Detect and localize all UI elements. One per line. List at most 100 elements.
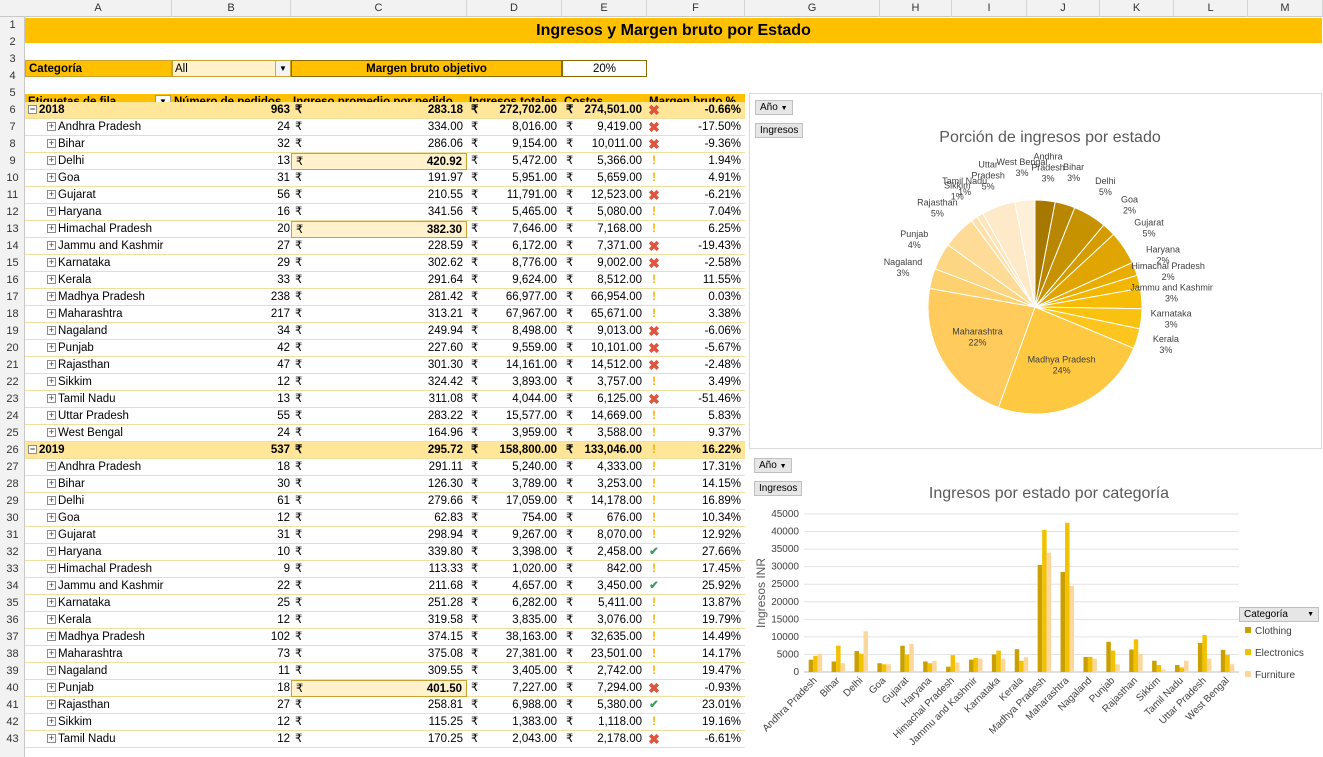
expand-icon[interactable]: + (47, 325, 56, 336)
pivot-row[interactable]: + Haryana 16 ₹341.56 ₹5,465.00 ₹5,080.00! 7.04… (25, 204, 745, 221)
expand-icon[interactable]: + (47, 461, 56, 472)
pivot-row[interactable]: + Maharashtra 217 ₹313.21 ₹67,967.00 ₹65,671.… (25, 306, 745, 323)
row-header-25[interactable]: 25 (6, 427, 19, 439)
expand-icon[interactable]: + (47, 189, 56, 200)
row-header-26[interactable]: 26 (6, 444, 19, 456)
pivot-row[interactable]: + Rajasthan 47 ₹301.30 ₹14,161.00 ₹14,512.00 ✖… (25, 357, 745, 374)
bar[interactable] (923, 661, 928, 672)
row-header-4[interactable]: 4 (9, 70, 16, 82)
bar[interactable] (932, 660, 937, 672)
bar[interactable] (1060, 571, 1066, 672)
expand-icon[interactable]: + (47, 614, 56, 625)
row-header-16[interactable]: 16 (6, 274, 19, 286)
pivot-row[interactable]: + Haryana 10 ₹339.80 ₹3,398.00 ₹2,458.00 ✔ 27.6… (25, 544, 745, 561)
row-label[interactable]: −2019 (28, 442, 170, 459)
column-header-e[interactable]: E (562, 0, 647, 17)
row-label[interactable]: + West Bengal (47, 425, 170, 442)
pivot-row[interactable]: + Bihar 32 ₹286.06 ₹9,154.00 ₹10,011.00 ✖ -9.36… (25, 136, 745, 153)
row-label[interactable]: + Maharashtra (47, 306, 170, 323)
pivot-row[interactable]: + Andhra Pradesh 18 ₹291.11 ₹5,240.00 ₹4,333.… (25, 459, 745, 476)
row-label[interactable]: + Maharashtra (47, 646, 170, 663)
row-label[interactable]: + Bihar (47, 136, 170, 153)
pivot-row[interactable]: + Bihar 30 ₹126.30 ₹3,789.00 ₹3,253.00! 14.15% (25, 476, 745, 493)
row-header-8[interactable]: 8 (9, 138, 16, 150)
row-label[interactable]: + Goa (47, 170, 170, 187)
row-header-11[interactable]: 11 (6, 189, 19, 201)
pivot-row[interactable]: + Tamil Nadu 12 ₹170.25 ₹2,043.00 ₹2,178.00 ✖ -… (25, 731, 745, 748)
row-label[interactable]: + Uttar Pradesh (47, 408, 170, 425)
expand-icon[interactable]: + (47, 342, 56, 353)
year-slicer-button-2[interactable]: Año ▼ (754, 458, 792, 473)
pivot-year-row[interactable]: −2019 537 ₹295.72 ₹158,800.00 ₹133,046.00! 16… (25, 442, 745, 459)
bar[interactable] (1156, 664, 1162, 672)
pie-chart-panel[interactable]: Año ▼ Ingresos Porción de ingresos por e… (749, 93, 1322, 449)
bar[interactable] (1206, 658, 1212, 672)
column-header-b[interactable]: B (172, 0, 291, 17)
expand-icon[interactable]: + (47, 274, 56, 285)
pivot-row[interactable]: + Tamil Nadu 13 ₹311.08 ₹4,044.00 ₹6,125.00 ✖ -… (25, 391, 745, 408)
row-label[interactable]: + Bihar (47, 476, 170, 493)
bar[interactable] (1000, 658, 1006, 672)
bar-chart-panel[interactable]: Año ▼ Ingresos Ingresos por estado por c… (749, 452, 1322, 756)
bar[interactable] (1092, 658, 1097, 672)
column-header-a[interactable]: A (25, 0, 172, 17)
row-header-27[interactable]: 27 (6, 461, 19, 473)
bar[interactable] (1225, 654, 1230, 672)
row-label[interactable]: + Gujarat (47, 527, 170, 544)
pivot-row[interactable]: + Nagaland 11 ₹309.55 ₹3,405.00 ₹2,742.00! 19.… (25, 663, 745, 680)
pivot-row[interactable]: + Madhya Pradesh 102 ₹374.15 ₹38,163.00 ₹32,6… (25, 629, 745, 646)
bar[interactable] (1184, 660, 1189, 672)
pivot-row[interactable]: + Gujarat 56 ₹210.55 ₹11,791.00 ₹12,523.00 ✖ -6… (25, 187, 745, 204)
row-label[interactable]: + Madhya Pradesh (47, 289, 170, 306)
row-header-30[interactable]: 30 (6, 512, 19, 524)
row-header-1[interactable]: 1 (9, 19, 16, 31)
row-header-21[interactable]: 21 (6, 359, 19, 371)
row-header-29[interactable]: 29 (6, 495, 19, 507)
expand-icon[interactable]: + (47, 121, 56, 132)
row-label[interactable]: + Punjab (47, 340, 170, 357)
column-header-h[interactable]: H (880, 0, 952, 17)
row-header-42[interactable]: 42 (6, 716, 19, 728)
row-header-14[interactable]: 14 (6, 240, 19, 252)
expand-icon[interactable]: + (47, 631, 56, 642)
bar[interactable] (900, 645, 905, 672)
row-label[interactable]: + Haryana (47, 204, 170, 221)
expand-icon[interactable]: + (47, 223, 56, 234)
bar[interactable] (1106, 641, 1111, 672)
row-header-13[interactable]: 13 (6, 223, 19, 235)
collapse-icon[interactable]: − (28, 444, 37, 455)
row-label[interactable]: + Madhya Pradesh (47, 629, 170, 646)
bar[interactable] (973, 657, 978, 672)
row-label[interactable]: + Himachal Pradesh (47, 221, 170, 238)
collapse-icon[interactable]: − (28, 104, 37, 115)
row-header-6[interactable]: 6 (9, 104, 16, 116)
expand-icon[interactable]: + (47, 393, 56, 404)
row-header-35[interactable]: 35 (6, 597, 19, 609)
bar[interactable] (813, 655, 818, 672)
row-label[interactable]: + Rajasthan (47, 697, 170, 714)
row-label[interactable]: + Punjab (47, 680, 170, 697)
row-header-15[interactable]: 15 (6, 257, 19, 269)
bar[interactable] (1179, 667, 1185, 672)
row-label[interactable]: + Himachal Pradesh (47, 561, 170, 578)
column-header-f[interactable]: F (647, 0, 745, 17)
row-header-9[interactable]: 9 (9, 155, 16, 167)
pivot-row[interactable]: + Kerala 12 ₹319.58 ₹3,835.00 ₹3,076.00! 19.79… (25, 612, 745, 629)
column-header-d[interactable]: D (467, 0, 562, 17)
row-label[interactable]: + Delhi (47, 153, 170, 170)
bar[interactable] (1115, 664, 1120, 672)
bar[interactable] (1161, 669, 1166, 672)
row-header-43[interactable]: 43 (6, 733, 19, 745)
row-header-22[interactable]: 22 (6, 376, 19, 388)
row-header-24[interactable]: 24 (6, 410, 19, 422)
row-label[interactable]: + Sikkim (47, 374, 170, 391)
bar[interactable] (927, 663, 933, 672)
expand-icon[interactable]: + (47, 478, 56, 489)
bar[interactable] (840, 663, 846, 672)
pivot-row[interactable]: + Gujarat 31 ₹298.94 ₹9,267.00 ₹8,070.00! 12.9… (25, 527, 745, 544)
row-header-31[interactable]: 31 (6, 529, 19, 541)
column-header-l[interactable]: L (1174, 0, 1248, 17)
bar[interactable] (1229, 664, 1235, 672)
row-label[interactable]: + Kerala (47, 612, 170, 629)
row-header-18[interactable]: 18 (6, 308, 19, 320)
